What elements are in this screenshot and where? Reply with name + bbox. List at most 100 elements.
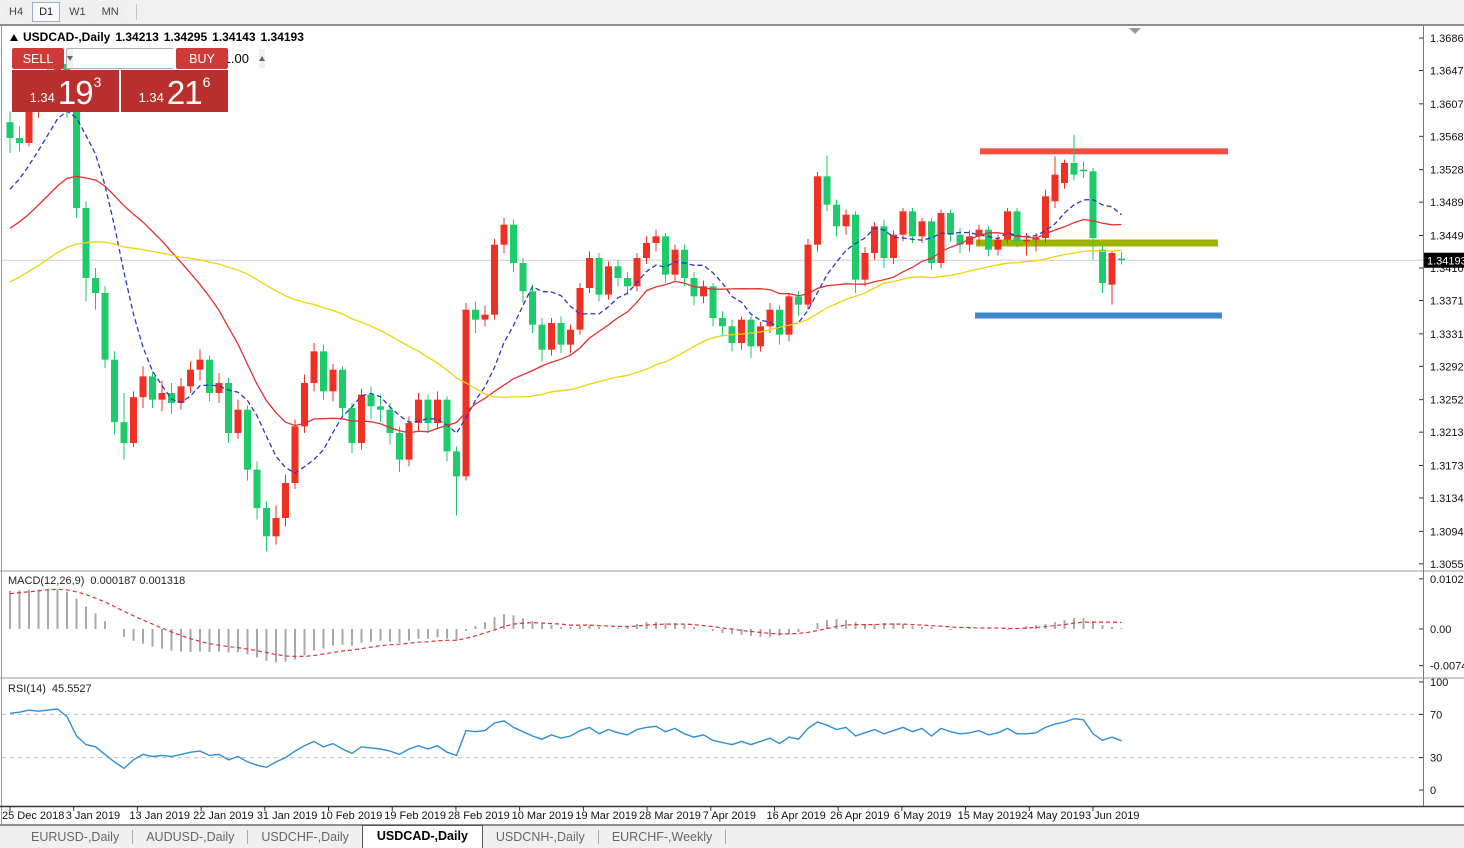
svg-text:31 Jan 2019: 31 Jan 2019 [257, 810, 318, 822]
symbol-triangle-icon [10, 33, 18, 41]
svg-text:10 Feb 2019: 10 Feb 2019 [321, 810, 383, 822]
tab-usdcnh-daily[interactable]: USDCNH-,Daily [495, 830, 585, 844]
volume-stepper [66, 48, 265, 69]
volume-decrease-button[interactable] [67, 49, 73, 68]
svg-text:22 Jan 2019: 22 Jan 2019 [193, 810, 254, 822]
quote-high: 1.34295 [163, 30, 208, 44]
ma-fast [9, 110, 1122, 474]
svg-text:1.34193: 1.34193 [1427, 255, 1464, 267]
svg-text:1.32920: 1.32920 [1430, 361, 1464, 373]
horizontal-lines [975, 148, 1228, 319]
current-price-tag [1424, 252, 1464, 268]
rsi-indicator-label: RSI(14) 45.5527 [8, 683, 92, 695]
tab-divider [597, 830, 599, 844]
svg-text:16 Apr 2019: 16 Apr 2019 [766, 810, 825, 822]
macd-values: 0.000187 0.001318 [90, 575, 186, 587]
svg-text:1.33710: 1.33710 [1430, 296, 1464, 308]
svg-text:1.35680: 1.35680 [1430, 131, 1464, 143]
symbol-tabbar: EURUSD-,Daily AUDUSD-,Daily USDCHF-,Dail… [0, 825, 1464, 848]
chart-symbol-label: USDCAD-,Daily [23, 30, 111, 44]
volume-increase-button[interactable] [259, 49, 265, 68]
svg-text:1.36070: 1.36070 [1430, 99, 1464, 111]
sell-price-int: 1.34 [29, 90, 55, 105]
quote-close: 1.34193 [260, 30, 304, 44]
buy-button[interactable]: BUY [176, 48, 228, 69]
svg-text:0.00: 0.00 [1430, 624, 1451, 636]
tab-divider [247, 830, 249, 844]
svg-text:1.30550: 1.30550 [1430, 559, 1464, 571]
svg-text:6 May 2019: 6 May 2019 [894, 810, 951, 822]
svg-text:1.36470: 1.36470 [1430, 66, 1464, 78]
ma-slow [9, 241, 1122, 398]
timeframe-h4-button[interactable]: H4 [2, 2, 31, 22]
svg-text:1.31340: 1.31340 [1430, 493, 1464, 505]
sell-price-big: 19 [57, 74, 94, 111]
ma-mid [9, 175, 1122, 434]
macd-signal-line [9, 588, 1122, 658]
timeframe-toolbar: H4 D1 W1 MN [0, 0, 1464, 25]
svg-text:70: 70 [1430, 709, 1442, 721]
svg-text:1.32130: 1.32130 [1430, 427, 1464, 439]
rsi-value: 45.5527 [51, 683, 92, 695]
buy-price-box[interactable]: 1.34 21 6 [121, 70, 228, 112]
tab-divider [132, 830, 134, 844]
rsi-panel: 100 70 30 0 [2, 677, 1448, 797]
tab-usdcad-daily[interactable]: USDCAD-,Daily [361, 825, 483, 848]
svg-text:1.31730: 1.31730 [1430, 460, 1464, 472]
moving-averages [9, 110, 1122, 474]
svg-text:28 Mar 2019: 28 Mar 2019 [639, 810, 701, 822]
volume-input[interactable] [73, 49, 259, 68]
tab-eurusd-daily[interactable]: EURUSD-,Daily [31, 830, 120, 844]
chevron-down-icon [67, 56, 73, 61]
sell-button[interactable]: SELL [12, 48, 64, 69]
buy-price-int: 1.34 [138, 90, 164, 105]
svg-text:30: 30 [1430, 753, 1442, 765]
pivot-line [976, 239, 1218, 247]
window-left-border [1, 26, 2, 824]
svg-text:100: 100 [1430, 677, 1448, 689]
one-click-trade-panel: SELL BUY 1.34 19 3 1.34 21 6 [12, 48, 265, 112]
tab-audusd-daily[interactable]: AUDUSD-,Daily [146, 830, 235, 844]
timeframe-d1-button[interactable]: D1 [32, 2, 61, 22]
chevron-up-icon [259, 56, 265, 61]
rsi-line [9, 708, 1122, 770]
macd-panel: 0.010229 0.00 -0.007477 [9, 574, 1464, 673]
support-line [975, 312, 1222, 319]
sell-price-sup: 3 [93, 74, 102, 90]
timeframe-mn-button[interactable]: MN [94, 2, 126, 22]
date-axis: 25 Dec 2018 3 Jan 2019 13 Jan 2019 22 Jan 2… [2, 807, 1139, 822]
svg-text:0.010229: 0.010229 [1430, 574, 1464, 586]
resistance-line [980, 148, 1228, 155]
svg-text:10 Mar 2019: 10 Mar 2019 [512, 810, 574, 822]
svg-text:19 Feb 2019: 19 Feb 2019 [384, 810, 446, 822]
price-scale: 1.36860 1.36470 1.36070 1.35680 1.35280 1.348… [1419, 33, 1464, 571]
svg-text:1.35280: 1.35280 [1430, 165, 1464, 177]
chart-title: USDCAD-,Daily 1.34213 1.34295 1.34143 1.… [10, 30, 304, 44]
buy-price-sup: 6 [202, 74, 211, 90]
svg-text:7 Apr 2019: 7 Apr 2019 [703, 810, 756, 822]
svg-text:0: 0 [1430, 785, 1436, 797]
quote-open: 1.34213 [115, 30, 159, 44]
svg-text:26 Apr 2019: 26 Apr 2019 [830, 810, 889, 822]
quote-low: 1.34143 [212, 30, 256, 44]
svg-text:1.34490: 1.34490 [1430, 231, 1464, 243]
timeframe-w1-button[interactable]: W1 [62, 2, 93, 22]
tab-eurchf-weekly[interactable]: EURCHF-,Weekly [611, 830, 713, 844]
svg-text:19 Mar 2019: 19 Mar 2019 [575, 810, 637, 822]
tab-divider [725, 830, 727, 844]
svg-text:3 Jun 2019: 3 Jun 2019 [1085, 810, 1139, 822]
toolbar-divider [135, 4, 137, 20]
svg-text:1.33310: 1.33310 [1430, 329, 1464, 341]
macd-indicator-label: MACD(12,26,9) 0.000187 0.001318 [8, 575, 185, 587]
macd-name: MACD(12,26,9) [8, 575, 85, 587]
svg-text:1.34890: 1.34890 [1430, 197, 1464, 209]
tab-usdchf-daily[interactable]: USDCHF-,Daily [261, 830, 349, 844]
candles-group [6, 56, 1125, 552]
svg-text:1.30940: 1.30940 [1430, 526, 1464, 538]
chart-shift-marker-icon [1129, 28, 1141, 34]
sell-price-box[interactable]: 1.34 19 3 [12, 70, 119, 112]
svg-text:3 Jan 2019: 3 Jan 2019 [66, 810, 120, 822]
svg-text:28 Feb 2019: 28 Feb 2019 [448, 810, 510, 822]
rsi-name: RSI(14) [8, 683, 46, 695]
